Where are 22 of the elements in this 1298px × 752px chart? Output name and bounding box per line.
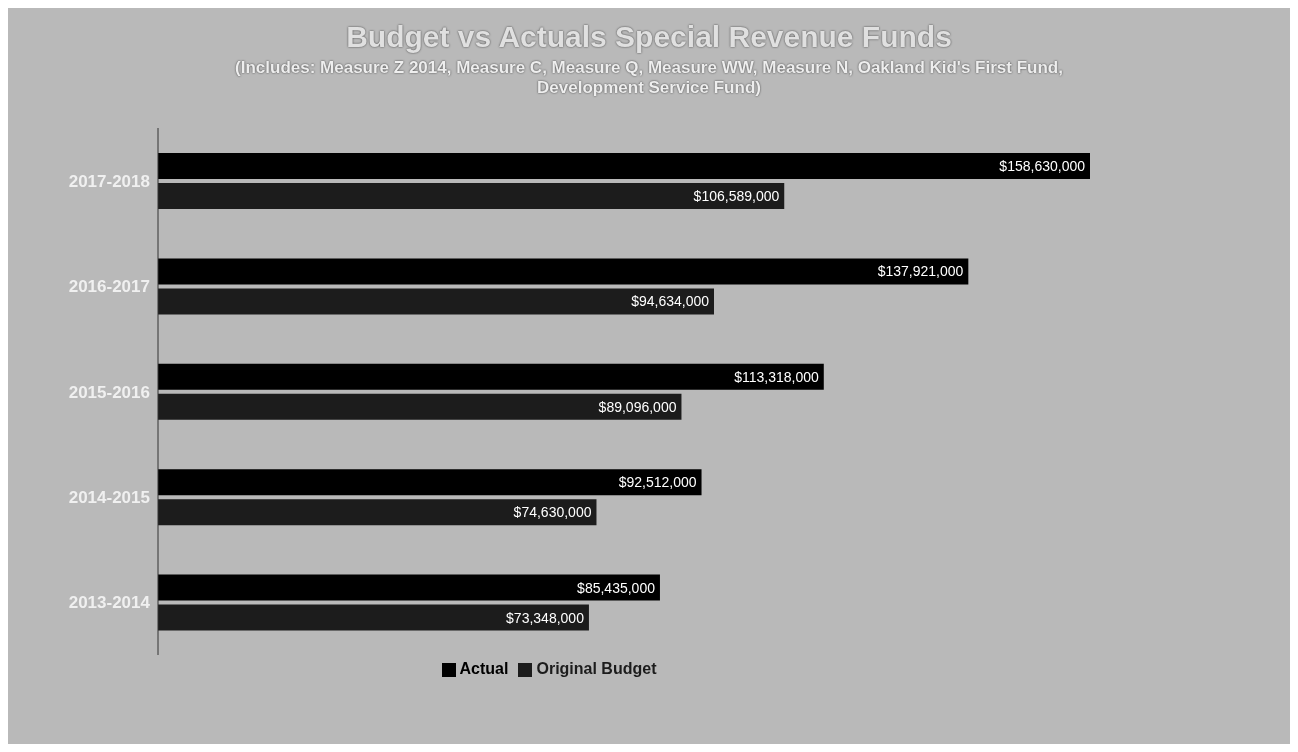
data-label: $74,630,000: [513, 504, 592, 521]
bar: [158, 258, 969, 285]
data-label: $113,318,000: [734, 368, 819, 385]
data-label: $137,921,000: [877, 263, 964, 280]
bar: [158, 469, 702, 496]
bar: [158, 393, 682, 420]
bar: [158, 183, 785, 209]
data-label: $89,096,000: [598, 398, 677, 415]
bar: [158, 604, 589, 631]
data-label: $73,348,000: [506, 609, 585, 626]
legend-label: Original Budget: [536, 660, 657, 677]
data-label: $158,630,000: [999, 157, 1086, 174]
data-label: $92,512,000: [618, 474, 697, 491]
bar: [158, 363, 824, 390]
bar: [158, 153, 1090, 179]
bar: [158, 574, 660, 601]
bar: [158, 288, 714, 315]
bar: [158, 499, 597, 526]
data-label: $94,634,000: [631, 293, 710, 310]
legend-label: Actual: [459, 660, 509, 677]
data-label: $85,435,000: [577, 579, 656, 596]
data-label: $106,589,000: [693, 187, 780, 204]
